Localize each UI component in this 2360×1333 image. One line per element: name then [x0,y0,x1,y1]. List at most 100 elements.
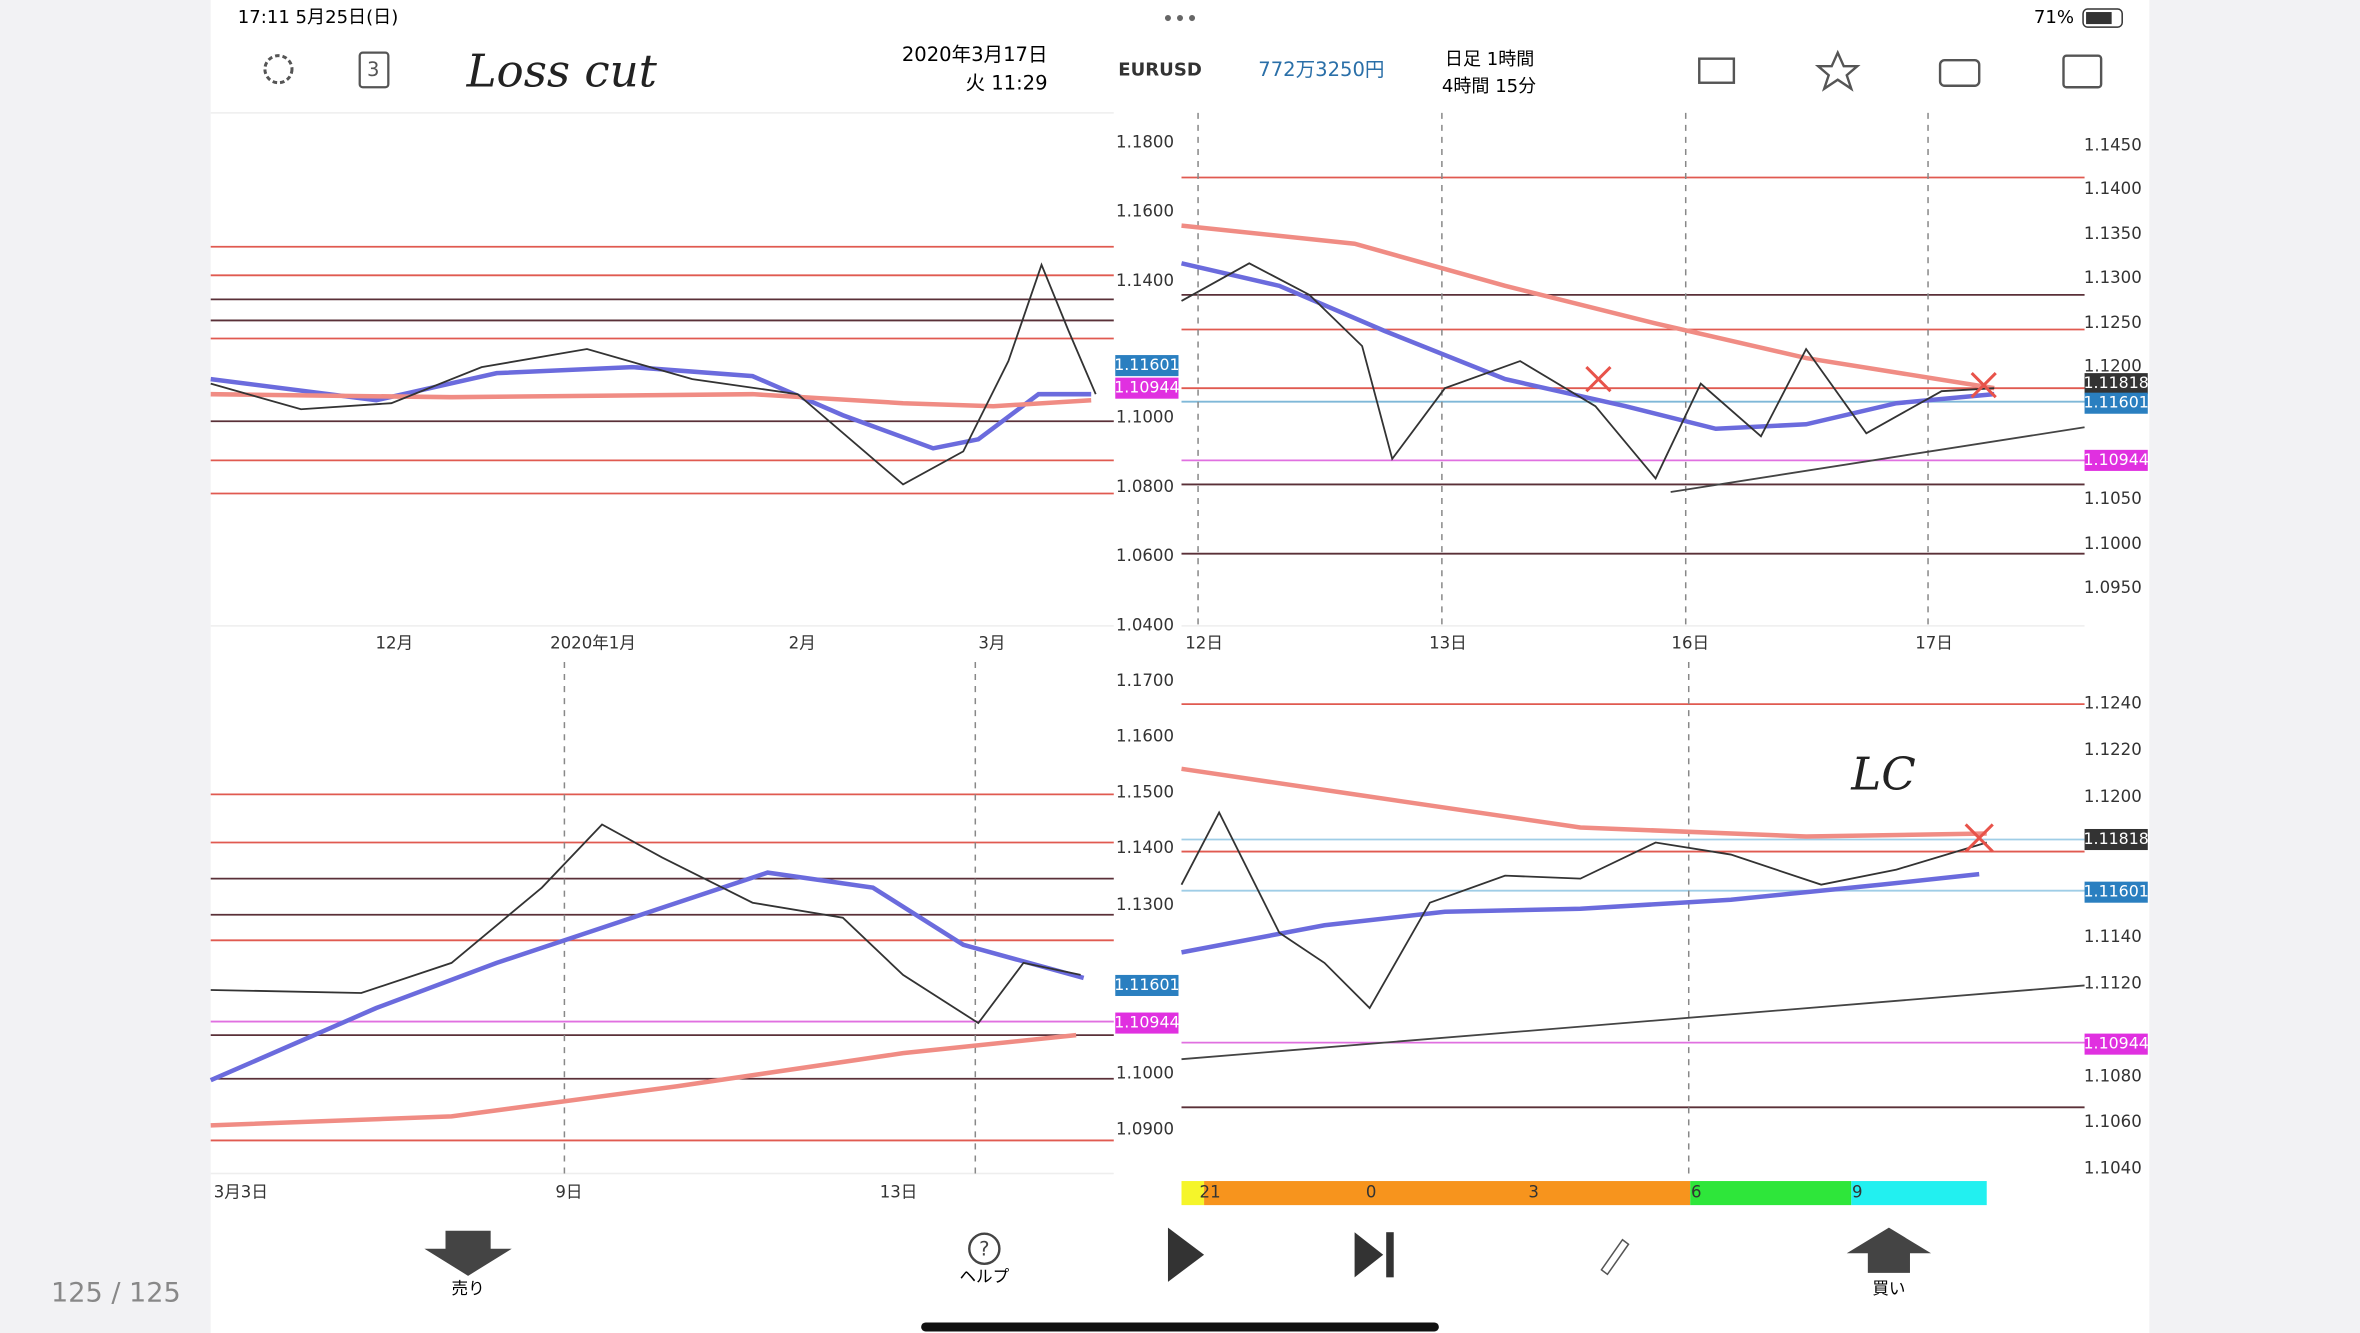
timeframes[interactable]: 日足 1時間 [1445,49,1534,70]
x-axis-label: 12月 [376,633,414,652]
help-icon: ? [979,1238,989,1261]
handwritten-note: Loss cut [466,45,658,98]
y-axis-label: 1.1000 [1116,1064,1174,1083]
strength-label: 21 [1200,1183,1221,1202]
price-tag-label: 1.10944 [1114,378,1179,397]
price-tag [2084,449,2148,471]
price-tag [1115,355,1179,377]
strength-label: 3 [1528,1183,1539,1202]
sell-button[interactable] [424,1230,512,1276]
strength-segment [1204,1181,1691,1206]
x-axis-label: 16日 [1671,633,1709,652]
y-axis-label: 1.1120 [2084,973,2142,992]
y-axis-label: 1.1200 [2084,357,2142,376]
price-tag-label: 1.11601 [1114,975,1179,994]
price-tag-label: 1.10944 [2084,1034,2149,1053]
y-axis-label: 1.1800 [1116,132,1174,151]
price-tag-label: 1.11601 [1114,355,1179,374]
status-time: 17:11 5月25日(日) [238,7,398,28]
layout-count: 3 [367,58,379,81]
strength-segment [1690,1181,1852,1206]
buy-button[interactable] [1846,1227,1932,1273]
price-tag [2084,373,2148,395]
play-button[interactable] [1167,1227,1205,1282]
help-button[interactable] [968,1232,1001,1265]
price-tag-label: 1.11818 [2084,829,2149,848]
cross-marker [1585,366,1612,393]
x-axis-label: 13日 [1429,633,1467,652]
battery-level [2086,12,2112,25]
grid-icon[interactable] [1698,57,1736,84]
page-counter: 125 / 125 [51,1277,181,1308]
price-tag [2084,881,2148,903]
y-axis-label: 1.1240 [2084,694,2142,713]
y-axis-label: 1.1450 [2084,135,2142,154]
settings-icon[interactable] [263,54,294,85]
favorite-icon[interactable] [1814,49,1861,92]
y-axis-label: 1.0900 [1116,1119,1174,1138]
y-axis-label: 1.1300 [2084,268,2142,287]
x-axis-label: 17日 [1915,633,1953,652]
y-axis-label: 1.1700 [1116,671,1174,690]
y-axis-label: 1.1140 [2084,927,2142,946]
ma-line [1181,871,1980,955]
price-tag [1115,1012,1179,1034]
price-line [210,262,1097,486]
help-label: ヘルプ [960,1267,1010,1286]
gallery-icon[interactable] [2062,54,2103,89]
y-axis-label: 1.0950 [2084,578,2142,597]
price-tag [1115,974,1179,996]
timeframes[interactable]: 4時間 15分 [1442,76,1536,97]
strength-label: 9 [1852,1183,1863,1202]
y-axis-label: 1.1600 [1116,202,1174,221]
battery-icon [2082,8,2123,28]
camera-icon[interactable] [1938,58,1981,87]
y-axis-label: 1.0600 [1116,546,1174,565]
draw-button[interactable] [1600,1238,1630,1276]
trend-line [1181,984,2085,1061]
layout-icon[interactable] [358,51,390,89]
symbol[interactable]: EURUSD [1118,60,1202,81]
home-indicator [921,1322,1439,1332]
y-axis-label: 1.1000 [2084,534,2142,553]
ma-line [209,870,1085,1083]
y-axis-label: 1.1400 [1116,838,1174,857]
price-line [210,823,1081,1025]
y-axis-label: 1.1600 [1116,727,1174,746]
price-tag-label: 1.11601 [2084,393,2149,412]
chart-time[interactable]: 火 11:29 [965,72,1047,95]
sell-label: 売り [452,1279,485,1298]
x-axis-label: 12日 [1185,633,1223,652]
strength-label: 0 [1366,1183,1377,1202]
trend-line [1670,426,2085,493]
price-tag [2084,392,2148,414]
cross-marker [1964,823,1994,853]
y-axis-label: 1.1000 [1116,408,1174,427]
price-tag [1115,377,1179,399]
y-axis-label: 1.1400 [1116,271,1174,290]
y-axis-label: 1.0800 [1116,477,1174,496]
strength-label: 6 [1691,1183,1702,1202]
x-axis-label: 9日 [555,1183,582,1202]
price-tag-label: 1.11601 [2084,882,2149,901]
y-axis-label: 1.1300 [1116,895,1174,914]
step-button[interactable] [1354,1232,1384,1278]
strength-segment [1181,1181,1205,1206]
y-axis-label: 1.1500 [1116,782,1174,801]
balance[interactable]: 772万3250円 [1258,58,1384,81]
chart-date: 2020年3月17日 [902,43,1048,66]
app-area [210,0,2150,1333]
ma-line [210,1032,1077,1128]
ma-line [1181,766,1987,839]
y-axis-label: 1.1060 [2084,1112,2142,1131]
y-axis-label: 1.0400 [1116,615,1174,634]
buy-label: 買い [1872,1279,1905,1298]
y-axis-label: 1.1040 [2084,1159,2142,1178]
x-axis-label: 13日 [880,1183,918,1202]
y-axis-label: 1.1250 [2084,313,2142,332]
price-tag [2084,1033,2148,1055]
handle [1164,15,1196,22]
battery: 71% [2034,7,2074,28]
y-axis-label: 1.1220 [2084,740,2142,759]
